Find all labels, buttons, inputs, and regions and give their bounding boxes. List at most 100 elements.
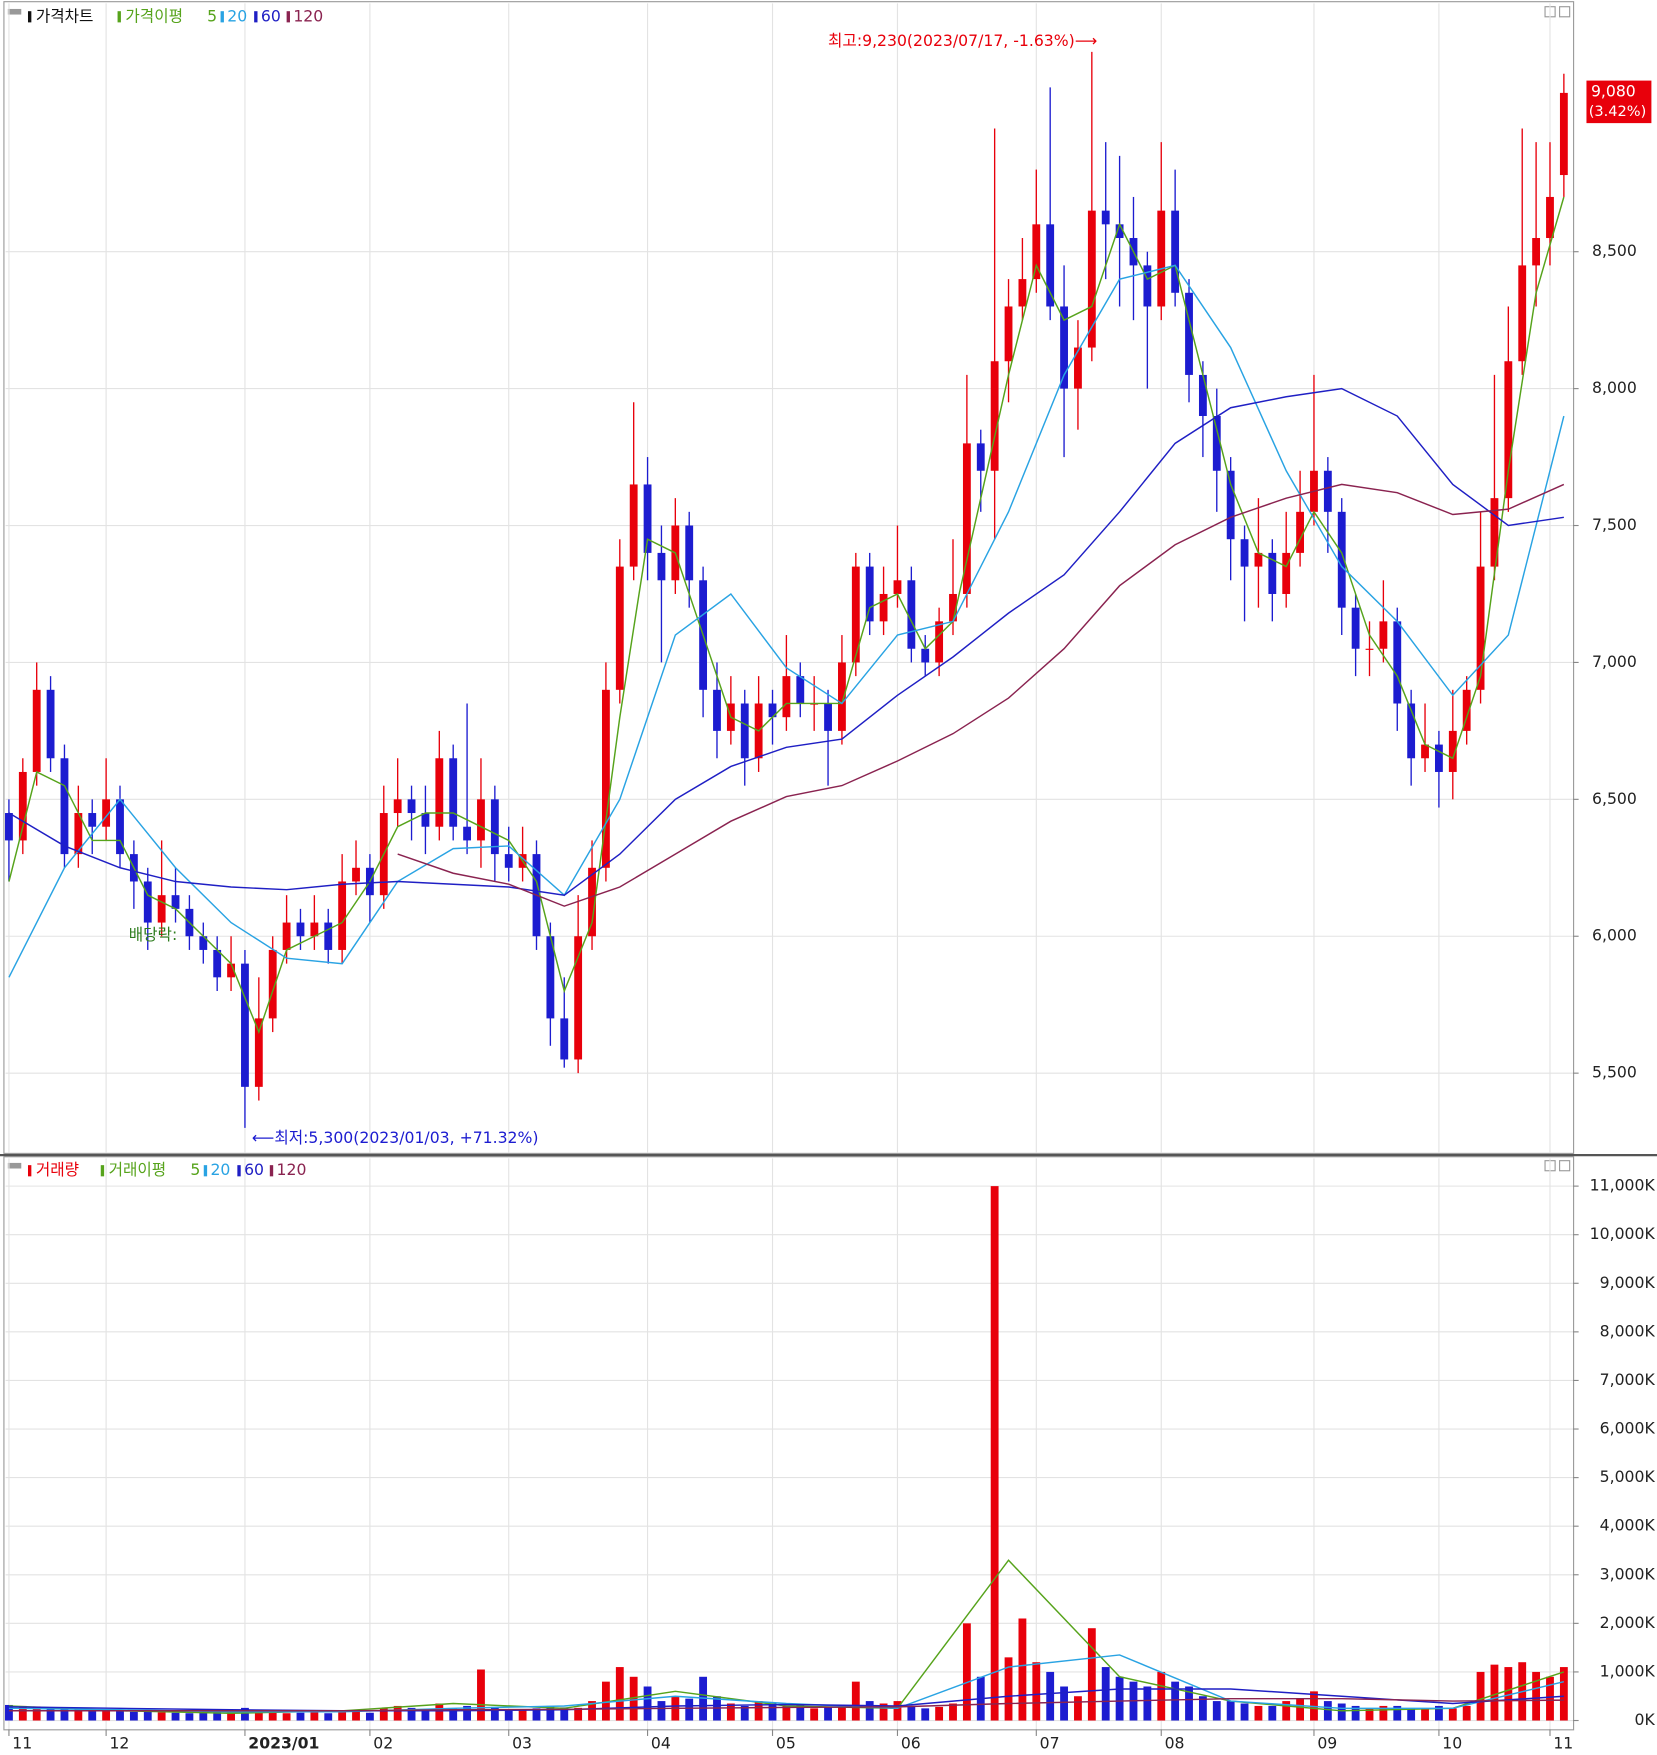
volume-bar [546, 1705, 555, 1721]
volume-bar [560, 1707, 569, 1721]
high-annotation: 최고:9,230(2023/07/17, -1.63%)⟶ [828, 31, 1097, 50]
volume-bar [643, 1686, 652, 1721]
volume-bar [254, 1709, 263, 1721]
volume-bar [449, 1708, 458, 1721]
close-button[interactable] [1559, 6, 1571, 18]
volume-bar [1407, 1708, 1416, 1721]
legend-swatch [117, 11, 121, 23]
volume-bar [1254, 1705, 1263, 1721]
volume-bar [88, 1709, 97, 1721]
candle-body [1282, 552, 1291, 594]
candle-body [1101, 210, 1110, 225]
candle-body [935, 621, 944, 663]
event-annotation: 배당락: [129, 925, 178, 944]
panel-icon [7, 8, 22, 15]
volume-bar [227, 1711, 235, 1721]
legend-swatch [27, 11, 32, 23]
candle-body [393, 799, 402, 814]
volume-bar [851, 1681, 860, 1721]
legend-item: 120 [277, 1160, 307, 1179]
y-tick-label: 6,000 [1592, 926, 1637, 945]
candle-body [268, 949, 277, 1019]
candle-body [1462, 689, 1471, 731]
volume-bar [740, 1705, 749, 1721]
moving-average-line [8, 1654, 1565, 1713]
volume-bar [1490, 1664, 1499, 1721]
candle-body [740, 703, 749, 759]
y-tick-label: 2,000K [1600, 1613, 1656, 1632]
volume-bar [1532, 1671, 1541, 1721]
volume-bar [1462, 1705, 1471, 1721]
last-price-box [1586, 80, 1652, 124]
candle-body [629, 484, 638, 567]
volume-bar [504, 1710, 513, 1721]
volume-bar [1171, 1681, 1180, 1721]
candle-body [1226, 470, 1235, 540]
volume-bar [379, 1708, 388, 1721]
last-price: 9,080 [1591, 81, 1636, 100]
y-tick-label: 0K [1635, 1710, 1656, 1729]
candle-body [171, 895, 180, 909]
volume-bar [907, 1705, 916, 1721]
candle-body [254, 1018, 263, 1087]
volume-bar [657, 1701, 666, 1721]
volume-bar [879, 1703, 888, 1721]
legend-item: 60 [244, 1160, 264, 1179]
volume-bar [338, 1711, 347, 1721]
candle-body [5, 813, 13, 841]
last-change: (3.42%) [1589, 103, 1647, 120]
candle-body [310, 922, 319, 937]
volume-bar [615, 1667, 624, 1721]
volume-bar [518, 1709, 527, 1721]
volume-bar [1351, 1705, 1360, 1721]
candle-body [713, 689, 721, 731]
candle-body [241, 963, 249, 1087]
volume-bar [1226, 1701, 1235, 1721]
candle-body [1115, 224, 1124, 239]
x-tick-label: 08 [1165, 1733, 1185, 1752]
moving-average-line [8, 264, 1565, 978]
volume-bar [407, 1707, 416, 1721]
volume-bar [310, 1712, 319, 1721]
volume-bar [1018, 1618, 1027, 1721]
candle-body [574, 936, 583, 1060]
candle-body [1337, 511, 1346, 608]
candle-body [1532, 238, 1541, 266]
candle-body [421, 813, 430, 827]
volume-bar [1393, 1705, 1402, 1721]
y-tick-label: 6,000K [1600, 1419, 1656, 1438]
volume-bar [588, 1701, 596, 1721]
legend-swatch [203, 1165, 208, 1177]
close-button[interactable] [1559, 1160, 1571, 1172]
x-tick-label: 07 [1040, 1733, 1060, 1752]
volume-bar [1143, 1686, 1152, 1721]
volume-bar [1212, 1701, 1221, 1721]
volume-bar [32, 1706, 41, 1721]
candle-body [463, 826, 471, 841]
candle-body [782, 676, 791, 718]
candle-body [1490, 498, 1499, 567]
volume-bar [199, 1712, 208, 1721]
candle-body [1254, 552, 1263, 567]
volume-bar [60, 1708, 69, 1721]
y-tick-label: 6,500 [1592, 789, 1637, 808]
legend-ma-title: 거래이평 [109, 1160, 167, 1179]
volume-bar [1032, 1662, 1041, 1721]
candle-body [851, 566, 860, 663]
candle-body [1476, 566, 1485, 690]
volume-bar [1087, 1628, 1096, 1721]
volume-bar [1337, 1703, 1346, 1721]
volume-bar [421, 1709, 430, 1721]
legend-swatch [286, 11, 290, 23]
y-tick-label: 7,000 [1592, 652, 1637, 671]
mark-layer [5, 51, 1568, 1721]
candle-body [976, 443, 985, 471]
x-tick-label: 2023/01 [248, 1733, 319, 1752]
volume-bar [1323, 1701, 1332, 1721]
volume-bar [1448, 1708, 1457, 1721]
candle-body [879, 593, 888, 622]
candle-body [768, 703, 777, 718]
legend-ma-title: 가격이평 [125, 6, 183, 25]
volume-bar [810, 1708, 819, 1721]
